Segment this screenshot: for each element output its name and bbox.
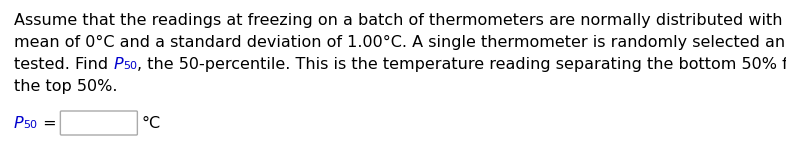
- Text: P: P: [14, 116, 24, 131]
- Text: =: =: [38, 116, 61, 131]
- Text: Assume that the readings at freezing on a batch of thermometers are normally dis: Assume that the readings at freezing on …: [14, 13, 786, 28]
- Text: °C: °C: [141, 116, 160, 131]
- Text: P: P: [113, 57, 123, 72]
- Text: the top 50%.: the top 50%.: [14, 79, 117, 94]
- Text: 50: 50: [123, 61, 137, 71]
- Text: , the 50-percentile. This is the temperature reading separating the bottom 50% f: , the 50-percentile. This is the tempera…: [137, 57, 786, 72]
- FancyBboxPatch shape: [61, 111, 138, 135]
- Text: 50: 50: [24, 120, 38, 130]
- Text: tested. Find: tested. Find: [14, 57, 113, 72]
- Text: mean of 0°C and a standard deviation of 1.00°C. A single thermometer is randomly: mean of 0°C and a standard deviation of …: [14, 35, 786, 50]
